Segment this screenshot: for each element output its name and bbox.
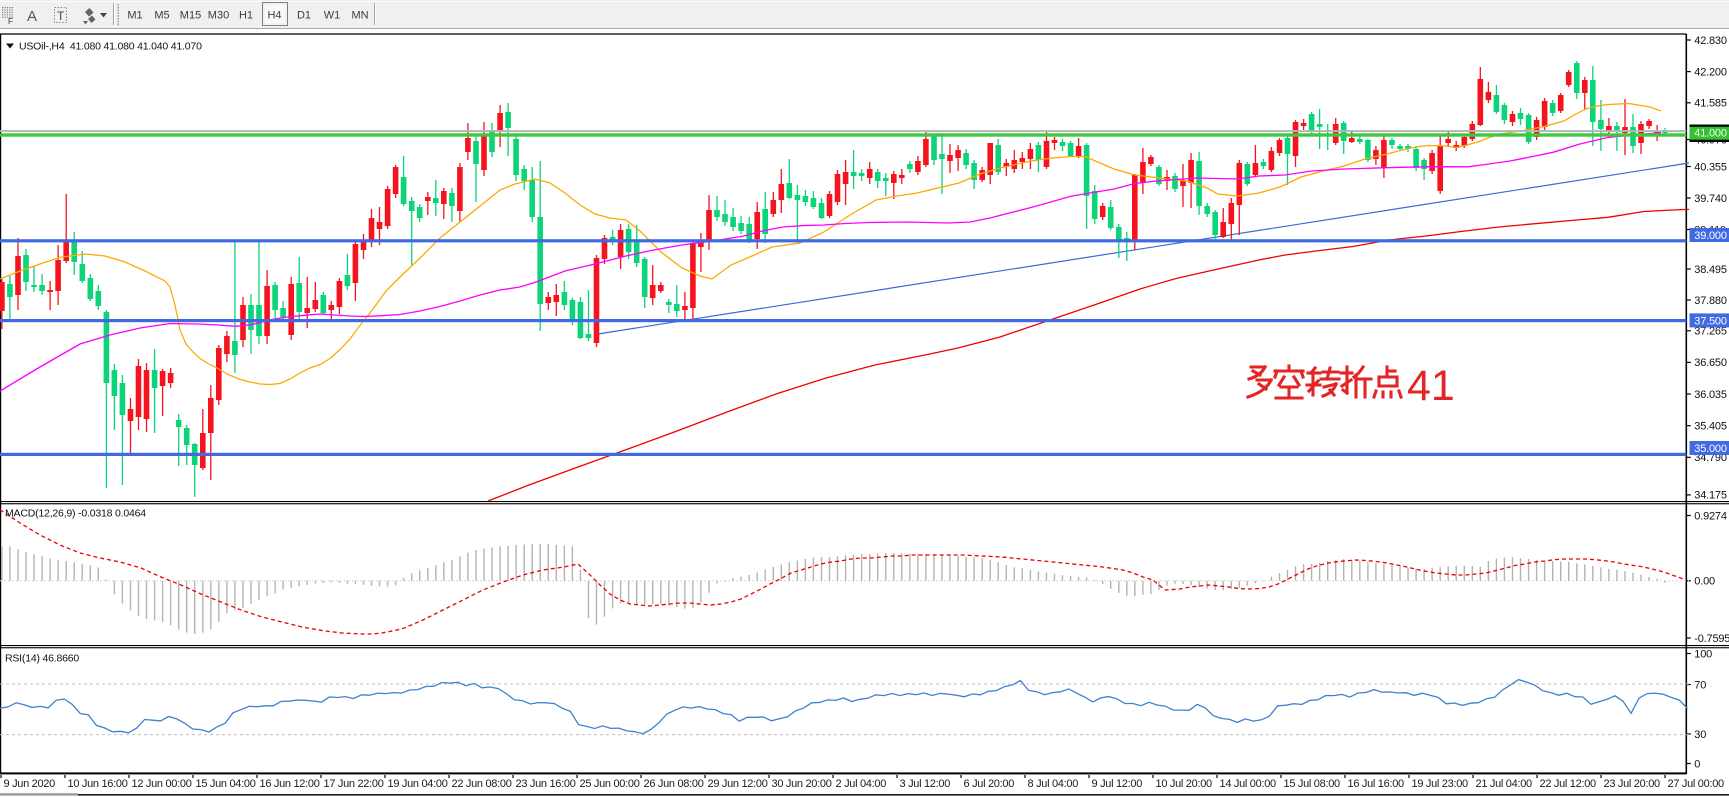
svg-text:15 Jun 04:00: 15 Jun 04:00 xyxy=(196,778,256,790)
svg-text:100: 100 xyxy=(1694,648,1712,660)
svg-text:-0.7595: -0.7595 xyxy=(1694,633,1729,645)
svg-text:42.830: 42.830 xyxy=(1694,35,1727,47)
svg-text:MACD(12,26,9) -0.0318 0.0464: MACD(12,26,9) -0.0318 0.0464 xyxy=(5,508,146,520)
svg-text:8 Jul 04:00: 8 Jul 04:00 xyxy=(1028,778,1079,790)
svg-text:0: 0 xyxy=(1694,758,1700,770)
svg-text:M1: M1 xyxy=(127,10,142,22)
svg-text:41.000: 41.000 xyxy=(1694,127,1727,139)
svg-text:W1: W1 xyxy=(324,10,341,22)
svg-text:T: T xyxy=(57,9,65,23)
svg-text:0.00: 0.00 xyxy=(1694,576,1715,588)
svg-text:39.000: 39.000 xyxy=(1694,230,1727,242)
svg-text:F: F xyxy=(8,17,13,26)
svg-text:23 Jul 20:00: 23 Jul 20:00 xyxy=(1604,778,1661,790)
svg-text:25 Jun 00:00: 25 Jun 00:00 xyxy=(580,778,640,790)
svg-text:19 Jul 23:00: 19 Jul 23:00 xyxy=(1412,778,1469,790)
svg-text:22 Jun 08:00: 22 Jun 08:00 xyxy=(452,778,512,790)
svg-text:RSI(14) 46.8660: RSI(14) 46.8660 xyxy=(5,653,79,665)
svg-text:16 Jul 16:00: 16 Jul 16:00 xyxy=(1348,778,1405,790)
svg-text:38.495: 38.495 xyxy=(1694,264,1727,276)
svg-text:23 Jun 16:00: 23 Jun 16:00 xyxy=(516,778,576,790)
svg-text:37.500: 37.500 xyxy=(1694,315,1727,327)
svg-text:15 Jul 08:00: 15 Jul 08:00 xyxy=(1284,778,1341,790)
svg-text:36.650: 36.650 xyxy=(1694,357,1727,369)
svg-text:22 Jul 12:00: 22 Jul 12:00 xyxy=(1540,778,1597,790)
svg-text:41: 41 xyxy=(1407,362,1455,410)
svg-text:A: A xyxy=(27,8,37,25)
svg-text:41.585: 41.585 xyxy=(1694,98,1727,110)
svg-text:37.880: 37.880 xyxy=(1694,295,1727,307)
svg-text:14 Jul 00:00: 14 Jul 00:00 xyxy=(1220,778,1277,790)
svg-text:39.740: 39.740 xyxy=(1694,193,1727,205)
svg-text:34.790: 34.790 xyxy=(1694,452,1727,464)
svg-text:9 Jun 2020: 9 Jun 2020 xyxy=(4,778,56,790)
svg-text:D1: D1 xyxy=(297,10,311,22)
svg-text:36.035: 36.035 xyxy=(1694,389,1727,401)
svg-text:29 Jun 12:00: 29 Jun 12:00 xyxy=(708,778,768,790)
svg-text:M30: M30 xyxy=(208,10,229,22)
svg-text:H4: H4 xyxy=(267,10,281,22)
svg-text:MN: MN xyxy=(351,10,368,22)
svg-text:34.175: 34.175 xyxy=(1694,490,1727,502)
svg-text:27 Jul 00:00: 27 Jul 00:00 xyxy=(1668,778,1725,790)
svg-text:35.000: 35.000 xyxy=(1694,443,1727,455)
svg-text:10 Jun 16:00: 10 Jun 16:00 xyxy=(68,778,128,790)
svg-text:2 Jul 04:00: 2 Jul 04:00 xyxy=(836,778,887,790)
svg-text:42.200: 42.200 xyxy=(1694,66,1727,78)
svg-text:19 Jun 04:00: 19 Jun 04:00 xyxy=(388,778,448,790)
svg-text:30 Jun 20:00: 30 Jun 20:00 xyxy=(772,778,832,790)
svg-text:M15: M15 xyxy=(180,10,201,22)
svg-text:16 Jun 12:00: 16 Jun 12:00 xyxy=(260,778,320,790)
svg-text:17 Jun 22:00: 17 Jun 22:00 xyxy=(324,778,384,790)
svg-text:USOil-,H4 41.080 41.080 41.04: USOil-,H4 41.080 41.080 41.040 41.070 xyxy=(19,41,202,53)
svg-text:70: 70 xyxy=(1694,679,1706,691)
svg-text:12 Jun 00:00: 12 Jun 00:00 xyxy=(132,778,192,790)
svg-text:21 Jul 04:00: 21 Jul 04:00 xyxy=(1476,778,1533,790)
svg-text:M5: M5 xyxy=(154,10,169,22)
svg-text:26 Jun 08:00: 26 Jun 08:00 xyxy=(644,778,704,790)
svg-text:9 Jul 12:00: 9 Jul 12:00 xyxy=(1092,778,1143,790)
svg-text:30: 30 xyxy=(1694,729,1706,741)
svg-text:3 Jul 12:00: 3 Jul 12:00 xyxy=(900,778,951,790)
svg-text:37.265: 37.265 xyxy=(1694,326,1727,338)
svg-text:6 Jul 20:00: 6 Jul 20:00 xyxy=(964,778,1015,790)
svg-text:H1: H1 xyxy=(239,10,253,22)
svg-text:10 Jul 20:00: 10 Jul 20:00 xyxy=(1156,778,1213,790)
svg-text:35.405: 35.405 xyxy=(1694,421,1727,433)
svg-text:40.355: 40.355 xyxy=(1694,161,1727,173)
svg-text:0.9274: 0.9274 xyxy=(1694,510,1727,522)
